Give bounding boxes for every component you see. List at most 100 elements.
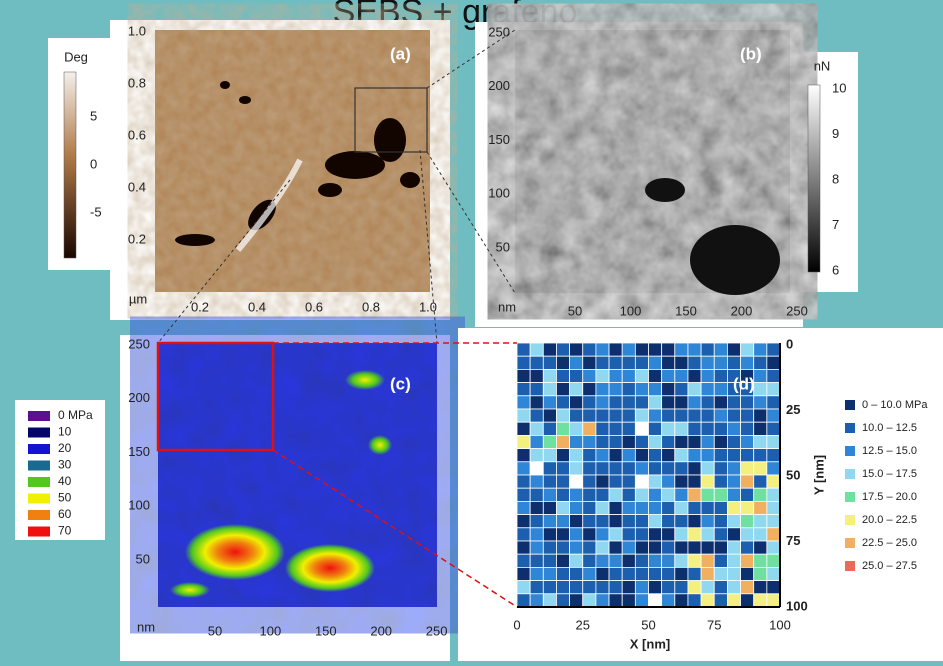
grid-cell [530,488,543,501]
grid-cell [517,515,530,528]
grid-cell [570,422,583,435]
grid-cell [622,567,635,580]
grid-cell [767,396,780,409]
grid-cell [543,581,556,594]
grid-cell [556,369,569,382]
grid-cell [596,501,609,514]
grid-cell [543,567,556,580]
grid-cell [596,396,609,409]
grid-cell [583,567,596,580]
tick-label: 50 [568,303,582,318]
grid-cell [688,409,701,422]
grid-cell [754,594,767,607]
tick-label: 0.2 [128,231,146,246]
grid-cell [741,528,754,541]
grid-cell [714,567,727,580]
grid-cell [675,383,688,396]
tick-label: 75 [786,533,800,548]
grid-cell [583,383,596,396]
grid-cell [530,356,543,369]
grid-cell [754,409,767,422]
grid-cell [635,369,648,382]
grid-cell [583,475,596,488]
figure: SEBS + grafeno (a) (b) (c) (d) Y [nm] X … [0,0,943,661]
grid-cell [649,515,662,528]
grid-cell [609,369,622,382]
grid-cell [556,594,569,607]
grid-cell [767,449,780,462]
tick-label: 9 [832,126,839,141]
grid-cell [767,422,780,435]
grid-cell [649,567,662,580]
grid-cell [727,581,740,594]
grid-cell [714,475,727,488]
grid-cell [583,343,596,356]
tick-label: 0.4 [248,299,266,314]
grid-cell [714,422,727,435]
grid-cell [517,396,530,409]
grid-cell [517,422,530,435]
grid-cell [662,383,675,396]
grid-cell [530,409,543,422]
legend-swatch [845,561,855,571]
grid-cell [662,449,675,462]
grid-cell [767,567,780,580]
grid-cell [530,369,543,382]
grid-cell [530,528,543,541]
grid-cell [649,396,662,409]
grid-cell [675,422,688,435]
grid-cell [635,567,648,580]
grid-cell [570,409,583,422]
grid-cell [517,462,530,475]
grid-cell [741,343,754,356]
grid-cell [649,449,662,462]
grid-cell [609,356,622,369]
grid-cell [609,383,622,396]
grid-cell [583,594,596,607]
grid-cell [727,554,740,567]
grid-cell [543,409,556,422]
grid-cell [609,462,622,475]
grid-cell [701,501,714,514]
grid-cell [701,396,714,409]
grid-cell [701,581,714,594]
grid-cell [583,515,596,528]
legend-label: 70 [58,524,72,538]
grid-cell [649,594,662,607]
grid-cell [583,369,596,382]
tick-label: 150 [675,303,697,318]
grid-cell [622,343,635,356]
grid-cell [583,541,596,554]
grid-cell [649,462,662,475]
grid-cell [596,343,609,356]
legend-swatch [845,446,855,456]
grid-cell [635,383,648,396]
grid-cell [754,581,767,594]
grid-cell [649,528,662,541]
legend-label: 40 [58,474,72,488]
grid-cell [688,435,701,448]
grid-cell [741,396,754,409]
legend-label: 12.5 – 15.0 [862,445,917,457]
grid-cell [701,567,714,580]
grid-cell [556,449,569,462]
grid-cell [622,528,635,541]
grid-cell [701,541,714,554]
grid-cell [688,369,701,382]
grid-cell [517,488,530,501]
grid-cell [556,554,569,567]
grid-cell [517,554,530,567]
grid-cell [543,488,556,501]
grid-cell [662,462,675,475]
grid-cell [530,435,543,448]
grid-cell [570,449,583,462]
grid-cell [517,409,530,422]
grid-cell [583,528,596,541]
grid-cell [675,462,688,475]
grid-cell [583,396,596,409]
grid-cell [543,435,556,448]
grid-cell [517,369,530,382]
grid-cell [714,435,727,448]
grid-cell [714,515,727,528]
grid-cell [741,449,754,462]
